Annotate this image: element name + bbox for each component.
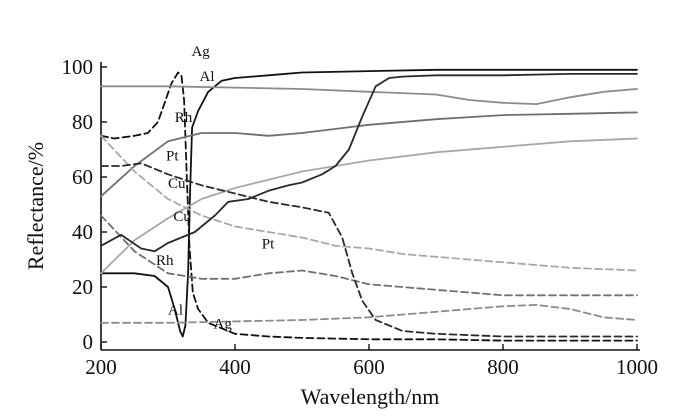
x-tick-label: 1000: [616, 355, 658, 379]
series-pt-dashed: [100, 134, 638, 272]
series-al-dashed: [100, 304, 638, 324]
y-tick-label: 0: [83, 330, 94, 354]
x-tick-label: 800: [487, 355, 519, 379]
plot-frame: [100, 62, 640, 351]
series-rh-dashed: [100, 214, 638, 297]
x-tick-label: 200: [85, 355, 117, 379]
series-label-pt-dashed: Pt: [262, 237, 275, 253]
y-tick-label: 100: [62, 55, 94, 79]
y-tick-label: 20: [72, 275, 93, 299]
series-label-rh-solid: Rh: [175, 110, 193, 126]
series-ag-dashed: [100, 71, 638, 342]
series-pt-solid: [100, 137, 638, 275]
y-tick-label: 80: [72, 110, 93, 134]
series-label-rh-dashed: Rh: [156, 253, 174, 269]
series-ag-solid: [100, 68, 638, 338]
series-label-pt-solid: Pt: [166, 149, 179, 165]
y-tick-label: 40: [72, 220, 93, 244]
y-tick-label: 60: [72, 165, 93, 189]
series-label-al-dashed: Al: [168, 303, 183, 319]
x-tick-label: 600: [353, 355, 385, 379]
series-rh-solid: [100, 111, 638, 198]
series-cu-solid: [100, 73, 638, 253]
axis-ticks: 200 400 600 800 1000 0 20 40 60 80 100: [62, 55, 659, 379]
series-label-cu-dashed: Cu: [173, 209, 191, 225]
series-al-solid: [100, 85, 638, 105]
y-axis-title: Reflectance/%: [23, 142, 48, 270]
series-layer: [100, 68, 638, 342]
series-label-ag-solid: Ag: [191, 44, 210, 60]
x-tick-label: 400: [219, 355, 251, 379]
series-label-al-solid: Al: [199, 69, 214, 85]
x-axis-title: Wavelength/nm: [301, 384, 440, 409]
series-label-ag-dashed: Ag: [214, 316, 233, 332]
series-label-cu-solid: Cu: [168, 176, 186, 192]
series-cu-dashed: [100, 162, 638, 338]
series-labels: Ag Ag Al Al Rh Rh Pt Pt Cu Cu: [156, 44, 275, 332]
